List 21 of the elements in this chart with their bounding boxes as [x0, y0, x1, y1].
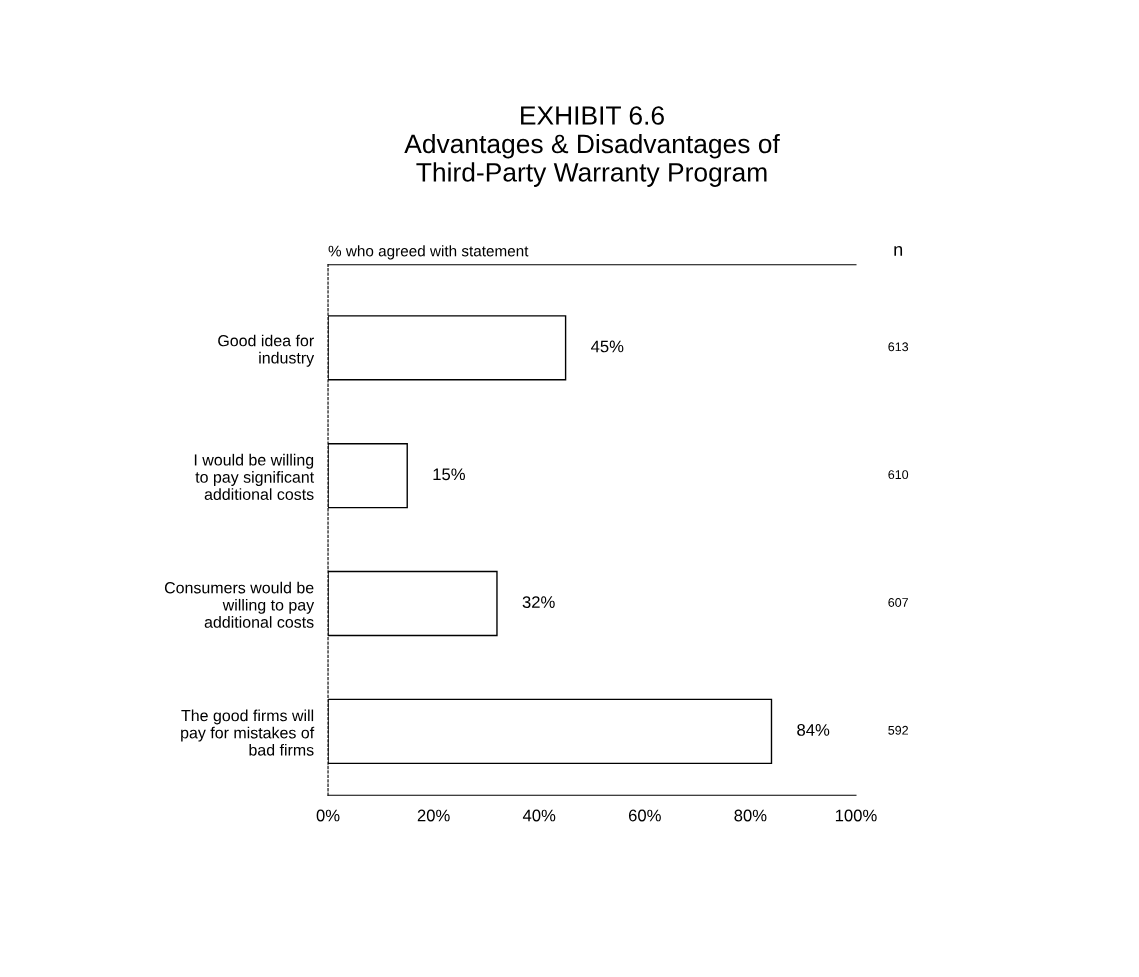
data-label: 84%: [797, 724, 830, 736]
text: 607: [888, 598, 908, 607]
y-tick-label: The good firms will pay for mistakes of bad firms: [181, 709, 315, 756]
data-label: 32%: [522, 596, 555, 608]
data-label: 15%: [433, 468, 465, 481]
text: 592: [888, 725, 908, 735]
y-tick-label: Consumers would be willing to pay additional costs: [164, 581, 315, 628]
x-tick-label: 60%: [628, 809, 661, 822]
x-tick-label: 0%: [316, 809, 340, 822]
y-tick-label: I would be willing to pay significant additional costs: [194, 453, 315, 500]
y-tick-label: Good idea for industry: [218, 334, 315, 367]
x-tick-label: 20%: [417, 809, 450, 822]
text: 613: [888, 342, 909, 352]
data-label: 45%: [590, 340, 624, 353]
x-tick-label: 80%: [734, 809, 767, 822]
x-tick-label: 40%: [522, 809, 556, 822]
chart-subtitle: % who agreed with statement: [328, 245, 529, 260]
text: n: [894, 246, 903, 256]
text: 610: [888, 470, 909, 480]
x-tick-label: 100%: [835, 809, 877, 822]
chart-title: EXHIBIT 6.6 Advantages & Disadvantages of Third-Party Warranty Program: [404, 106, 780, 187]
